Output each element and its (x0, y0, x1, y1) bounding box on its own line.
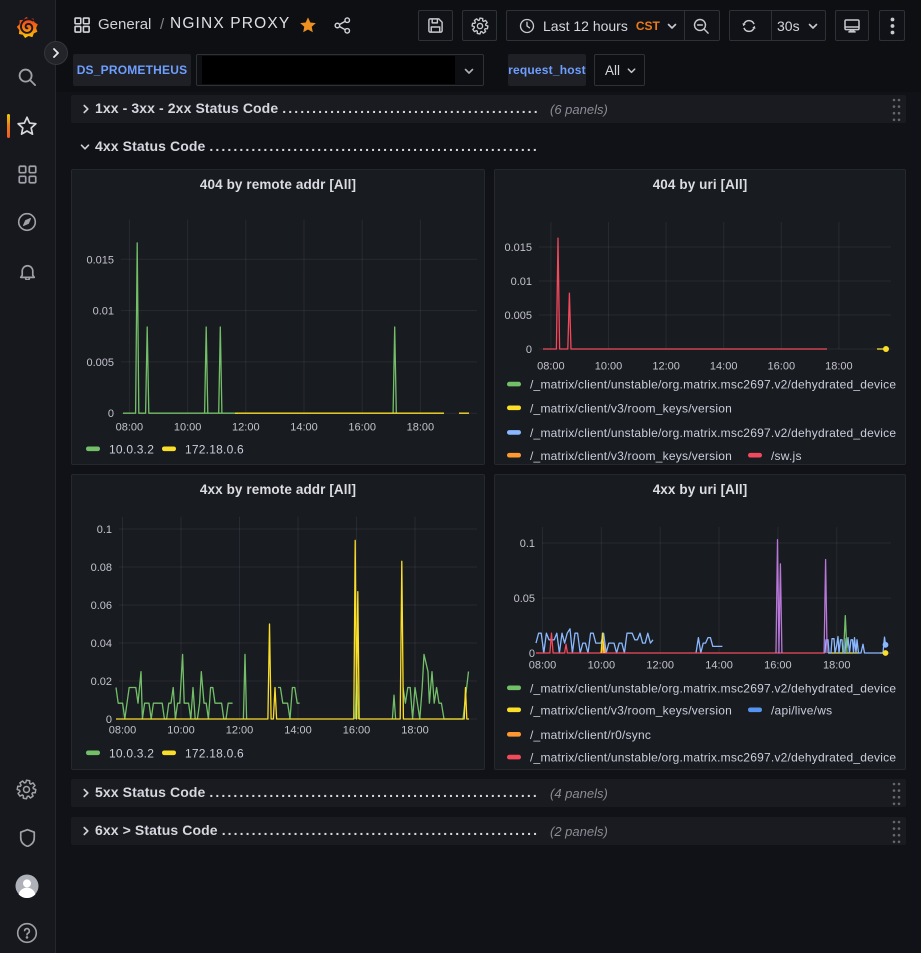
svg-text:18:00: 18:00 (825, 361, 853, 373)
svg-text:0.06: 0.06 (91, 600, 112, 612)
svg-text:10.0.3.2: 10.0.3.2 (109, 746, 154, 760)
svg-text:0.01: 0.01 (93, 306, 114, 318)
svg-text:/_matrix/client/v3/room_keys/v: /_matrix/client/v3/room_keys/version (530, 449, 732, 463)
svg-text:/sw.js: /sw.js (771, 449, 802, 463)
svg-text:14:00: 14:00 (290, 422, 318, 434)
svg-text:16:00: 16:00 (768, 361, 796, 373)
svg-text:16:00: 16:00 (764, 660, 792, 672)
svg-text:10:00: 10:00 (174, 422, 202, 434)
svg-text:0.02: 0.02 (91, 676, 112, 688)
svg-text:/_matrix/client/v3/room_keys/v: /_matrix/client/v3/room_keys/version (530, 401, 732, 415)
svg-text:0: 0 (529, 648, 535, 660)
svg-text:16:00: 16:00 (343, 725, 371, 737)
svg-text:18:00: 18:00 (401, 725, 429, 737)
svg-text:14:00: 14:00 (284, 725, 312, 737)
svg-text:172.18.0.6: 172.18.0.6 (185, 746, 244, 760)
svg-text:0: 0 (108, 408, 114, 420)
svg-text:/_matrix/client/unstable/org.m: /_matrix/client/unstable/org.matrix.msc2… (530, 681, 896, 695)
svg-text:08:00: 08:00 (116, 422, 144, 434)
svg-text:12:00: 12:00 (232, 422, 260, 434)
svg-text:14:00: 14:00 (705, 660, 733, 672)
svg-text:18:00: 18:00 (823, 660, 851, 672)
svg-text:0.01: 0.01 (511, 276, 532, 288)
svg-text:/_matrix/client/unstable/org.m: /_matrix/client/unstable/org.matrix.msc2… (530, 751, 896, 765)
svg-text:0.015: 0.015 (504, 242, 532, 254)
svg-text:/api/live/ws: /api/live/ws (771, 703, 832, 717)
svg-text:0.04: 0.04 (91, 638, 112, 650)
svg-text:10:00: 10:00 (588, 660, 616, 672)
svg-text:0.1: 0.1 (520, 538, 535, 550)
svg-text:/_matrix/client/r0/sync: /_matrix/client/r0/sync (530, 728, 651, 742)
svg-text:0.05: 0.05 (514, 593, 535, 605)
svg-text:10.0.3.2: 10.0.3.2 (109, 442, 154, 456)
svg-text:12:00: 12:00 (646, 660, 674, 672)
svg-text:08:00: 08:00 (109, 725, 137, 737)
svg-text:14:00: 14:00 (710, 361, 738, 373)
svg-text:12:00: 12:00 (226, 725, 254, 737)
svg-text:0.1: 0.1 (97, 524, 112, 536)
svg-text:/_matrix/client/unstable/org.m: /_matrix/client/unstable/org.matrix.msc2… (530, 426, 896, 440)
svg-text:0.005: 0.005 (504, 310, 532, 322)
svg-text:08:00: 08:00 (537, 361, 565, 373)
svg-text:08:00: 08:00 (529, 660, 557, 672)
svg-text:0.005: 0.005 (86, 357, 114, 369)
svg-text:0: 0 (106, 714, 112, 726)
svg-text:16:00: 16:00 (348, 422, 376, 434)
svg-text:10:00: 10:00 (167, 725, 195, 737)
svg-text:172.18.0.6: 172.18.0.6 (185, 442, 244, 456)
svg-text:/_matrix/client/v3/room_keys/v: /_matrix/client/v3/room_keys/version (530, 703, 732, 717)
svg-text:18:00: 18:00 (407, 422, 435, 434)
svg-text:0: 0 (526, 344, 532, 356)
svg-text:12:00: 12:00 (652, 361, 680, 373)
svg-text:10:00: 10:00 (595, 361, 623, 373)
svg-text:/_matrix/client/unstable/org.m: /_matrix/client/unstable/org.matrix.msc2… (530, 378, 896, 392)
svg-text:0.015: 0.015 (86, 254, 114, 266)
svg-text:0.08: 0.08 (91, 562, 112, 574)
